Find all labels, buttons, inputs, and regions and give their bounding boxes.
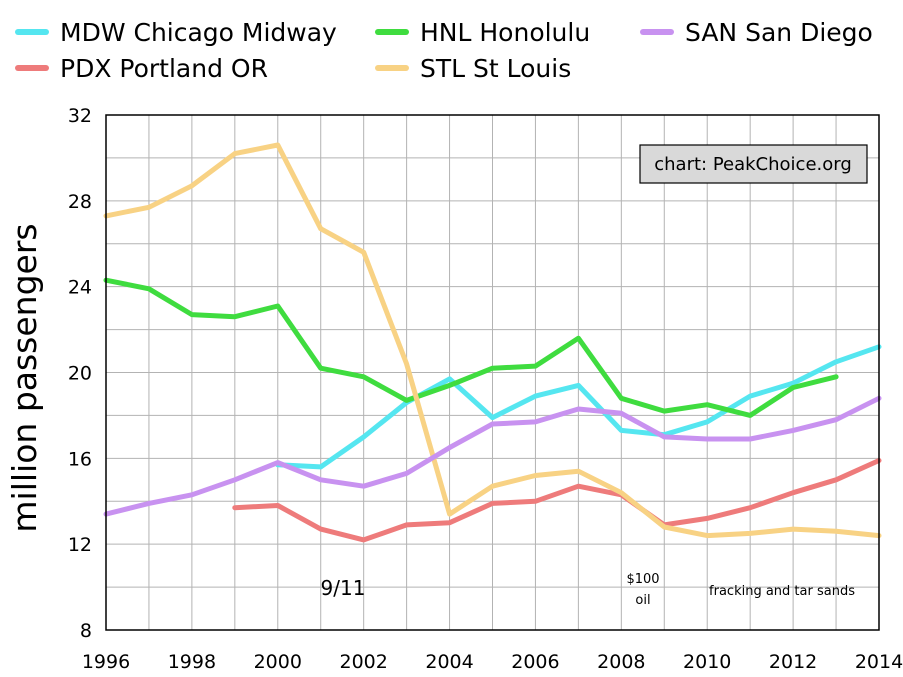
x-tick-label: 2002 <box>339 651 387 673</box>
legend-label: HNL Honolulu <box>420 18 590 47</box>
series-lines <box>103 142 882 543</box>
x-axis-ticks: 1996 1998 2000 2002 2004 2006 2008 2010 2012 2014 <box>82 651 903 673</box>
x-tick-label: 2008 <box>597 651 645 673</box>
legend-label: PDX Portland OR <box>60 54 268 83</box>
grid <box>106 115 879 630</box>
x-tick-label: 2004 <box>425 651 473 673</box>
y-tick-label: 24 <box>68 277 92 299</box>
x-tick-label: 2010 <box>683 651 731 673</box>
credit-box: chart: PeakChoice.org <box>639 144 868 184</box>
y-tick-label: 8 <box>80 620 92 642</box>
x-tick-label: 2006 <box>511 651 559 673</box>
series-line-1 <box>232 458 882 543</box>
credit-text: chart: PeakChoice.org <box>654 154 852 175</box>
y-tick-label: 20 <box>68 363 92 385</box>
x-tick-label: 2012 <box>769 651 817 673</box>
x-tick-label: 1996 <box>82 651 130 673</box>
annotation-oil-label: oil <box>635 593 650 608</box>
series-line-4 <box>103 395 882 517</box>
annotation-fracking: fracking and tar sands <box>709 584 855 599</box>
credit-box-background <box>639 144 868 184</box>
legend-label: SAN San Diego <box>685 18 873 47</box>
y-axis-label: million passengers <box>5 223 44 532</box>
y-tick-label: 32 <box>68 105 92 127</box>
annotation-oil-price: $100 <box>626 572 659 587</box>
legend-label: MDW Chicago Midway <box>60 18 337 47</box>
series-line-3 <box>103 142 882 539</box>
x-tick-label: 2000 <box>254 651 302 673</box>
series-line-2 <box>103 277 839 418</box>
y-tick-label: 16 <box>68 448 92 470</box>
x-tick-label: 1998 <box>168 651 216 673</box>
series-line-0 <box>275 344 882 470</box>
plot-frame <box>105 114 880 631</box>
annotation-911: 9/11 <box>321 576 366 600</box>
legend-label: STL St Louis <box>420 54 571 83</box>
y-axis-ticks: 8 12 16 20 24 28 32 <box>68 105 92 642</box>
x-tick-label: 2014 <box>855 651 903 673</box>
y-tick-label: 28 <box>68 191 92 213</box>
y-tick-label: 12 <box>68 534 92 556</box>
legend: MDW Chicago Midway HNL Honolulu SAN San Di… <box>15 18 873 83</box>
